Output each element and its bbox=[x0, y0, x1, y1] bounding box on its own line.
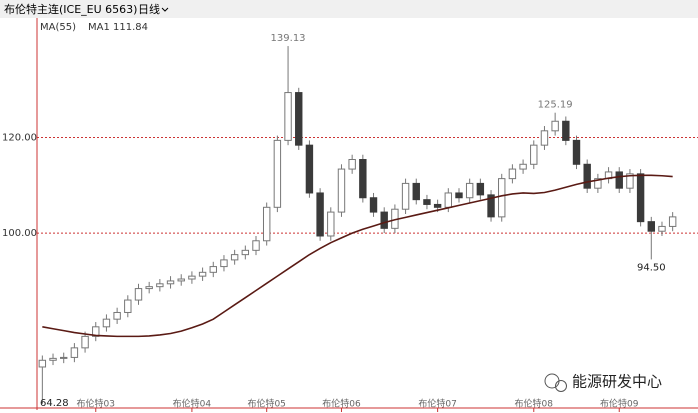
candle-body bbox=[359, 159, 367, 199]
candle-body bbox=[70, 347, 79, 358]
x-tick-label: 布伦特03 bbox=[77, 398, 115, 410]
candle-body bbox=[540, 130, 549, 146]
x-tick-label: 布伦特04 bbox=[173, 398, 212, 410]
candle-body bbox=[124, 299, 132, 313]
candle-body bbox=[327, 211, 335, 237]
candle-body bbox=[380, 211, 388, 229]
candle-body bbox=[636, 173, 645, 223]
candle-body bbox=[166, 280, 175, 285]
candle-body bbox=[626, 173, 634, 189]
watermark: 能源研发中心 bbox=[572, 373, 662, 391]
candle-body bbox=[113, 311, 121, 320]
candle-body bbox=[49, 357, 57, 361]
candle-body bbox=[508, 168, 517, 180]
candle-body bbox=[188, 275, 196, 280]
candle-body bbox=[81, 335, 89, 349]
x-tick-label: 布伦特07 bbox=[418, 398, 456, 410]
legend-value: MA1 111.84 bbox=[88, 22, 148, 33]
candle-body bbox=[465, 182, 474, 199]
candle-body bbox=[220, 259, 228, 268]
annotation: 139.13 bbox=[271, 33, 306, 44]
candle-body bbox=[305, 144, 314, 194]
candle-body bbox=[519, 163, 527, 170]
toolbar-text: 布伦特主连(ICE_EU 6563) 日线 bbox=[4, 2, 169, 16]
candle-body bbox=[668, 216, 677, 227]
candle-body bbox=[252, 240, 260, 251]
candle-body bbox=[38, 359, 47, 368]
annotation: 94.50 bbox=[637, 262, 666, 273]
candle-body bbox=[658, 225, 666, 232]
candle-body bbox=[530, 144, 538, 165]
candle-body bbox=[156, 283, 164, 288]
candle-body bbox=[316, 192, 324, 237]
candle-body bbox=[348, 159, 356, 170]
candle-body bbox=[551, 120, 559, 132]
candle-body bbox=[60, 356, 68, 359]
candle-body bbox=[102, 318, 111, 328]
candle-body bbox=[145, 286, 153, 290]
candle-body bbox=[198, 271, 207, 277]
candle-body bbox=[92, 326, 100, 337]
legend-indicator: MA(55) bbox=[40, 22, 76, 33]
candle-body bbox=[273, 139, 282, 208]
x-tick-label: 布伦特09 bbox=[600, 398, 639, 410]
x-tick-label: 布伦特05 bbox=[247, 398, 285, 410]
x-tick-label: 布伦特06 bbox=[322, 398, 361, 410]
candle-body bbox=[455, 192, 463, 199]
candle-body bbox=[433, 203, 442, 208]
candle-body bbox=[134, 288, 143, 301]
candle-body bbox=[369, 197, 378, 213]
candle-body bbox=[262, 206, 271, 242]
candle-body bbox=[583, 163, 591, 189]
candle-body bbox=[209, 266, 217, 273]
candle-body bbox=[498, 178, 506, 218]
candle-body bbox=[647, 221, 655, 232]
x-tick-label: 布伦特08 bbox=[515, 398, 554, 410]
dropdown-icon bbox=[161, 7, 169, 12]
annotation: 125.19 bbox=[538, 100, 573, 111]
y-tick-label: 100.00 bbox=[2, 228, 37, 239]
y-tick-label: 120.00 bbox=[2, 133, 37, 144]
period[interactable]: 日线 bbox=[138, 2, 160, 16]
candle-body bbox=[401, 182, 410, 210]
candle-body bbox=[241, 249, 250, 256]
annotation: 64.28 bbox=[40, 398, 69, 409]
candle-body bbox=[476, 182, 485, 196]
candle-body bbox=[487, 194, 495, 218]
toolbar bbox=[0, 0, 698, 18]
candle-body bbox=[444, 192, 453, 208]
candle-body bbox=[337, 168, 346, 213]
symbol[interactable]: 布伦特主连(ICE_EU 6563) bbox=[4, 2, 137, 16]
candle-body bbox=[412, 182, 420, 201]
candle-body bbox=[423, 199, 431, 205]
candle-body bbox=[572, 139, 581, 165]
watermark-icon bbox=[544, 373, 567, 392]
candle-body bbox=[295, 92, 303, 146]
candle-body bbox=[177, 278, 185, 282]
candle-body bbox=[562, 120, 570, 141]
candle-body bbox=[230, 254, 239, 261]
ma-line bbox=[42, 174, 673, 338]
candle-body bbox=[284, 92, 292, 141]
candle-body bbox=[615, 171, 623, 189]
candle-body bbox=[594, 178, 602, 189]
